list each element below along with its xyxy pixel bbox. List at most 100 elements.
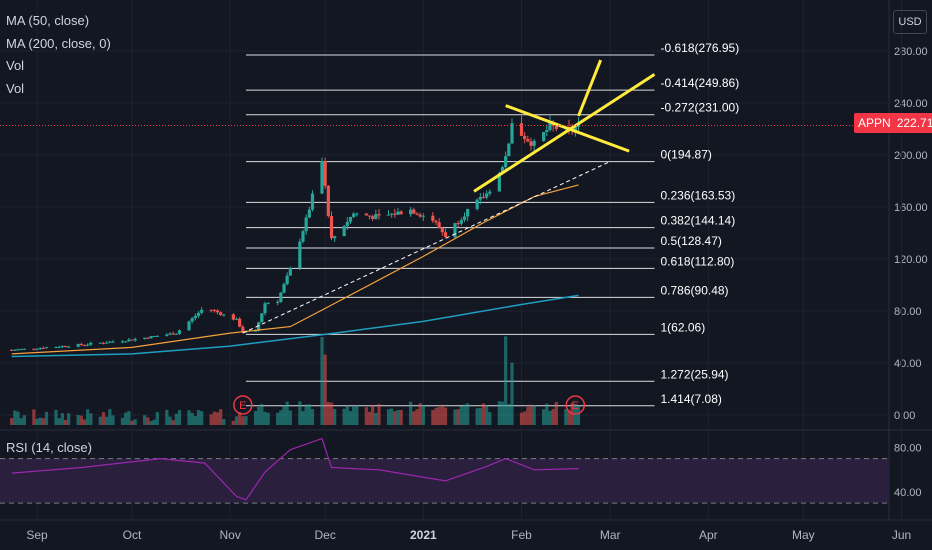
candle-body xyxy=(304,217,308,232)
candle-body xyxy=(320,161,324,194)
candle-body xyxy=(466,209,470,217)
volume-bar xyxy=(38,417,42,425)
candle-body xyxy=(374,214,378,219)
volume-bar xyxy=(377,403,381,425)
candle-body xyxy=(266,302,270,304)
earnings-marker xyxy=(565,395,586,415)
time-tick-label: May xyxy=(792,528,815,542)
volume-bar xyxy=(345,405,349,425)
candle-body xyxy=(390,213,394,215)
volume-bar xyxy=(219,409,223,425)
candle-body xyxy=(22,348,26,350)
volume-bar xyxy=(101,412,106,425)
candle-body xyxy=(475,199,479,210)
indicator-legend: MA (50, close) MA (200, close, 0) Vol Vo… xyxy=(6,10,111,100)
volume-bar xyxy=(431,409,435,425)
last-price-tag: APPN 222.71 xyxy=(854,113,932,133)
candle-body xyxy=(260,313,264,323)
candle-body xyxy=(323,161,327,186)
volume-bar xyxy=(320,336,324,425)
candle-body xyxy=(485,193,489,198)
volume-bar xyxy=(475,408,479,425)
candle-body xyxy=(437,222,441,229)
legend-vol-1[interactable]: Vol xyxy=(6,58,25,73)
candle-body xyxy=(367,215,372,217)
candle-body xyxy=(526,139,530,142)
volume-bar xyxy=(241,416,245,425)
volume-bar xyxy=(364,407,368,425)
volume-bar xyxy=(386,409,391,425)
price-tick-label: 0.00 xyxy=(894,410,915,422)
candle-body xyxy=(82,344,87,346)
volume-bar xyxy=(120,417,125,425)
price-tick-label: 40.00 xyxy=(894,358,922,370)
volume-bar xyxy=(288,410,292,425)
volume-bar xyxy=(367,411,372,425)
volume-bar xyxy=(304,404,308,425)
candle-body xyxy=(130,339,134,341)
volume-bar xyxy=(238,412,242,425)
candle-body xyxy=(301,231,305,242)
volume-bar xyxy=(323,354,327,425)
candle-body xyxy=(573,126,577,131)
candle-body xyxy=(13,349,17,351)
price-tick-label: 200.00 xyxy=(894,150,928,162)
legend-ma200[interactable]: MA (200, close, 0) xyxy=(6,35,111,51)
volume-bar xyxy=(478,408,482,425)
volume-bar xyxy=(481,403,486,425)
volume-bar xyxy=(399,409,403,425)
volume-bar xyxy=(196,410,201,425)
candle-body xyxy=(434,220,438,223)
volume-bar xyxy=(310,408,315,425)
candle-body xyxy=(418,214,422,217)
volume-bar xyxy=(390,408,394,425)
candle-body xyxy=(257,322,261,331)
volume-bar xyxy=(437,407,441,425)
candle-body xyxy=(386,214,391,216)
candle-body xyxy=(174,333,178,335)
candle-body xyxy=(529,141,533,146)
candle-body xyxy=(377,214,381,216)
candle-body xyxy=(127,339,131,342)
legend-rsi[interactable]: RSI (14, close) xyxy=(6,440,92,455)
candle-body xyxy=(497,173,501,192)
candle-body xyxy=(279,292,283,302)
candle-body xyxy=(364,213,368,216)
candle-body xyxy=(177,330,182,334)
time-tick-label: Sep xyxy=(26,528,48,542)
time-tick-label: Mar xyxy=(600,528,621,542)
candle-body xyxy=(282,284,286,293)
candle-body xyxy=(415,213,419,215)
volume-bar xyxy=(67,413,71,425)
volume-bar xyxy=(276,412,280,425)
candle-body xyxy=(98,342,102,344)
volume-bar xyxy=(326,401,330,425)
volume-bar xyxy=(244,415,248,425)
candle-body xyxy=(193,315,197,319)
candle-body xyxy=(76,344,80,347)
candle-body xyxy=(124,341,128,343)
volume-bar xyxy=(545,403,549,425)
volume-bar xyxy=(462,404,467,425)
candle-body xyxy=(146,337,150,339)
volume-bar xyxy=(44,411,49,425)
volume-bar xyxy=(393,411,397,425)
volume-bar xyxy=(409,401,413,425)
volume-bar xyxy=(22,415,26,425)
candle-body xyxy=(67,346,71,348)
legend-vol-2[interactable]: Vol xyxy=(6,80,25,96)
volume-bar xyxy=(554,401,558,425)
candle-body xyxy=(231,314,235,320)
time-tick-label: Apr xyxy=(699,528,718,542)
volume-bar xyxy=(329,402,334,425)
legend-ma50[interactable]: MA (50, close) xyxy=(6,13,90,28)
volume-bar xyxy=(418,403,422,425)
candle-body xyxy=(79,344,83,346)
candle-body xyxy=(443,232,448,238)
currency-button[interactable]: USD xyxy=(893,10,927,34)
candle-body xyxy=(453,223,457,238)
rsi-tick-label: 80.00 xyxy=(894,443,922,455)
volume-bar xyxy=(453,409,457,425)
volume-bar xyxy=(127,411,131,425)
